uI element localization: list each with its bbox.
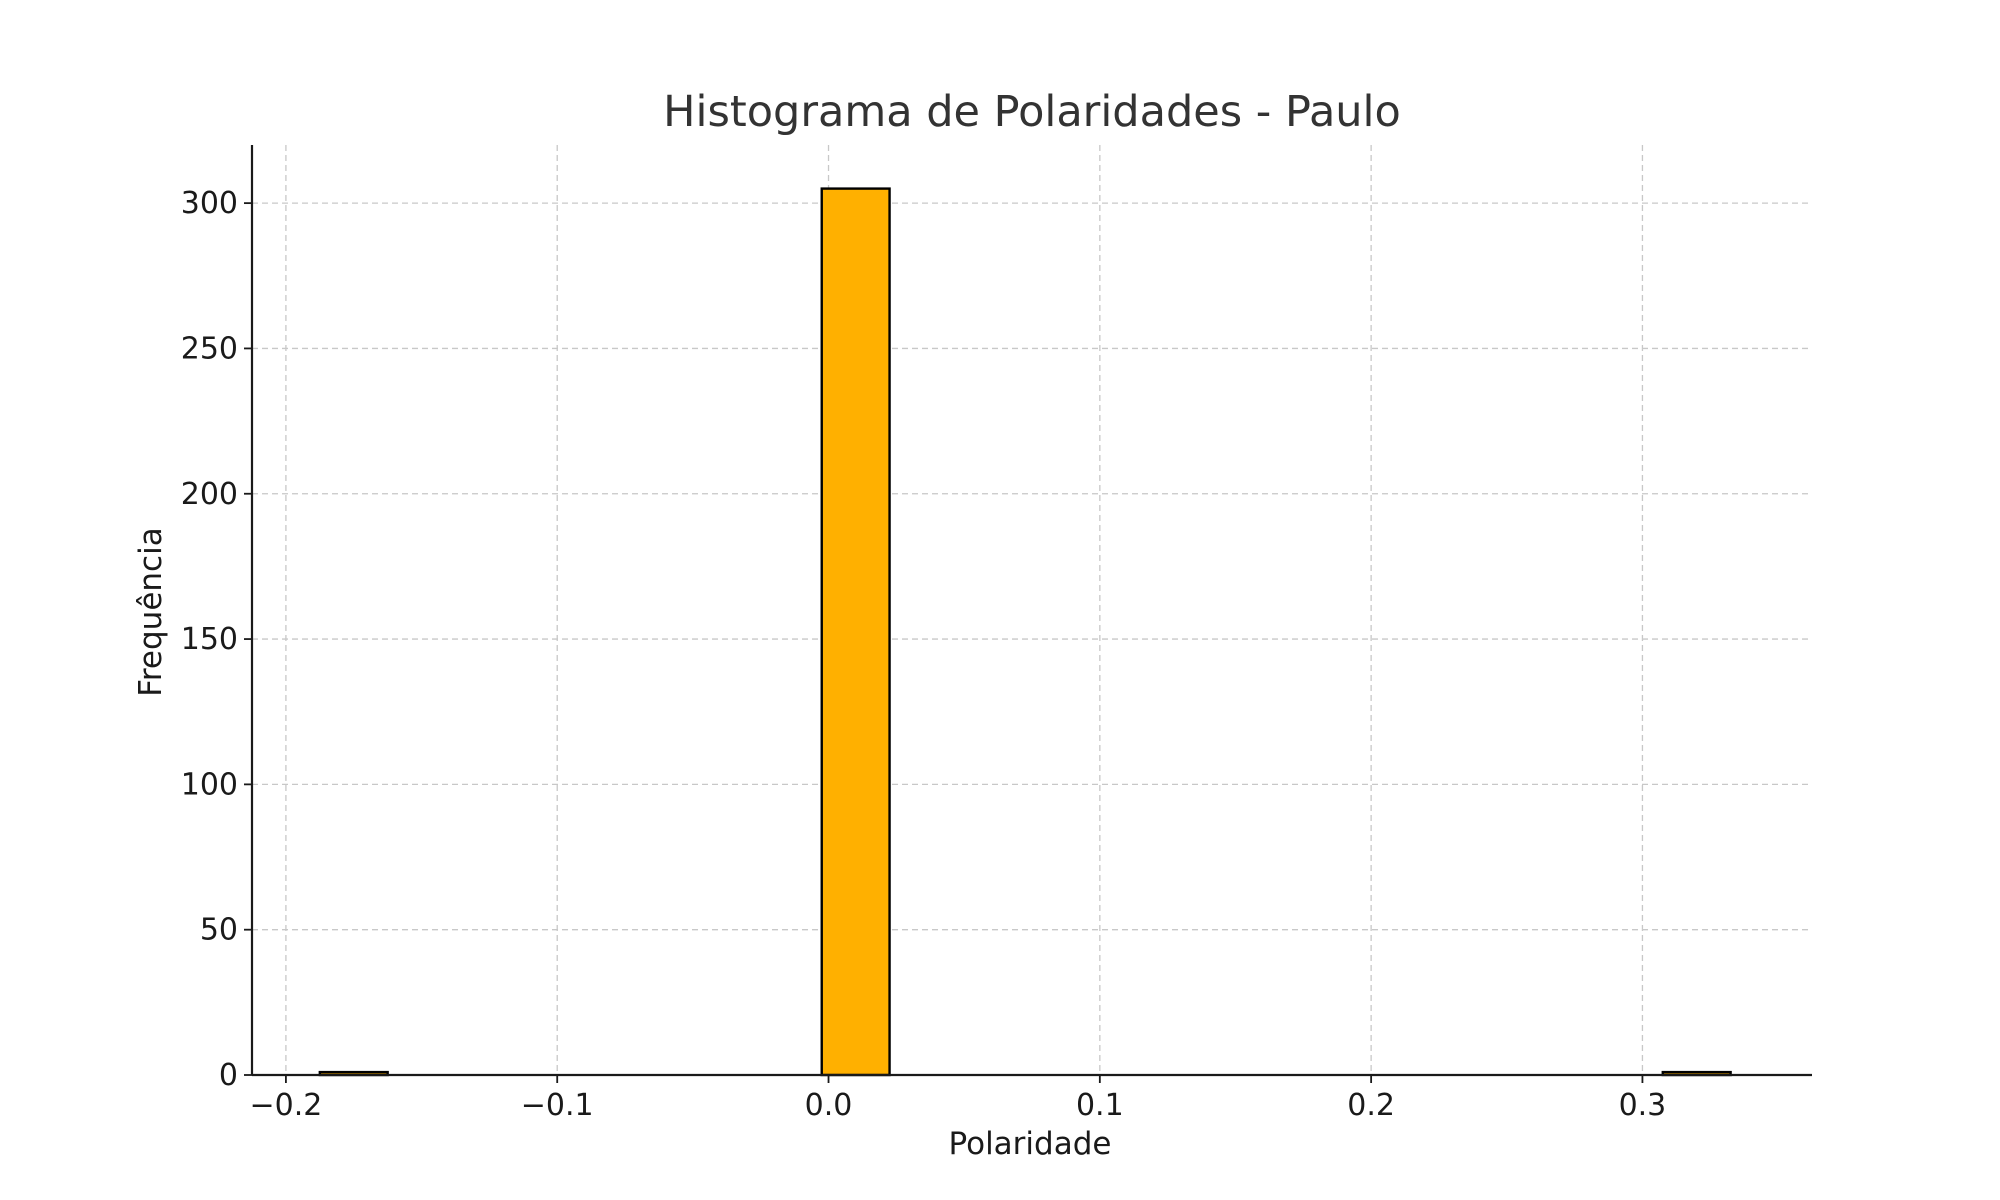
grid-lines	[252, 145, 1812, 1076]
x-axis-title: Polaridade	[949, 1126, 1112, 1162]
histogram-bars	[318, 187, 1732, 1077]
y-tick-label-2: 100	[181, 767, 238, 802]
tick-labels: −0.2 −0.1 0.0 0.1 0.2 0.3 0 50 100 150 200 250 300	[181, 186, 1667, 1123]
chart-title: Histograma de Polaridades - Paulo	[663, 87, 1401, 137]
x-tick-label-2: 0.0	[805, 1088, 853, 1123]
y-tick-label-6: 300	[181, 186, 238, 221]
y-tick-label-1: 50	[200, 913, 238, 948]
y-tick-label-3: 150	[181, 622, 238, 657]
histogram-bar-1	[820, 187, 891, 1077]
axes	[250, 145, 1812, 1077]
x-tick-label-0: −0.2	[249, 1088, 322, 1123]
x-tick-label-4: 0.2	[1347, 1088, 1395, 1123]
y-tick-label-4: 200	[181, 477, 238, 512]
x-tick-label-5: 0.3	[1619, 1088, 1667, 1123]
y-axis-title: Frequência	[133, 527, 169, 696]
x-tick-label-1: −0.1	[521, 1088, 594, 1123]
y-tick-label-0: 0	[219, 1058, 238, 1093]
y-tick-label-5: 250	[181, 331, 238, 366]
x-tick-label-3: 0.1	[1076, 1088, 1124, 1123]
